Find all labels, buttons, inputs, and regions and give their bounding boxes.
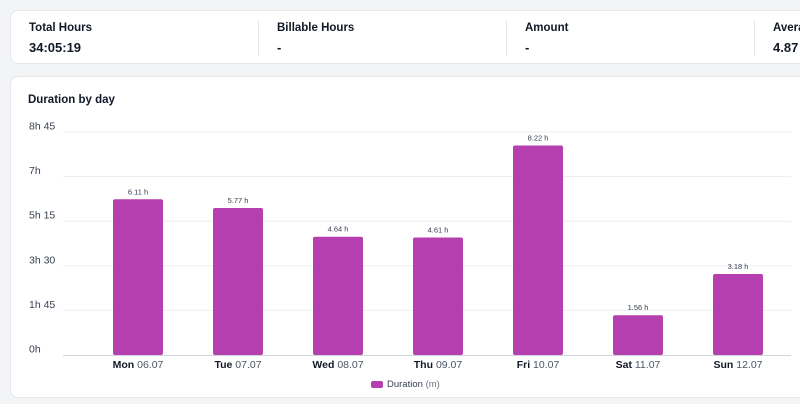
stat-average: Avera 4.87 [755, 11, 800, 63]
x-tick-date: 06.07 [137, 359, 163, 371]
bar [313, 236, 363, 355]
x-tick-label: Mon 06.07 [113, 359, 164, 371]
y-tick-label: 7h [29, 165, 41, 177]
stat-value: 4.87 [773, 40, 799, 55]
bar-value-label: 6.11 h [128, 187, 148, 196]
y-tick-label: 5h 15 [29, 210, 55, 222]
legend-label: Duration [387, 379, 423, 390]
stat-label: Billable Hours [277, 22, 355, 34]
bar-value-label: 5.77 h [228, 196, 249, 205]
stat-value: 34:05:19 [29, 40, 82, 55]
summary-stats-card: Total Hours 34:05:19 Billable Hours - Am… [10, 10, 800, 64]
x-tick-label: Thu 09.07 [414, 359, 463, 371]
stat-value: - [525, 40, 530, 55]
bar-value-label: 4.61 h [428, 226, 449, 235]
stat-divider [754, 20, 755, 56]
bar [213, 207, 263, 355]
bar [513, 145, 563, 355]
x-tick-label: Sat 11.07 [616, 359, 661, 371]
stat-billable-hours: Billable Hours - [259, 11, 507, 63]
stat-label: Amount [525, 22, 569, 34]
stat-divider [506, 20, 507, 56]
x-tick-day: Wed [312, 359, 337, 371]
x-tick-label: Fri 10.07 [517, 359, 560, 371]
stat-value: - [277, 40, 282, 55]
x-tick-date: 09.07 [436, 359, 462, 371]
duration-bar-chart: 0h 1h 45 3h 30 5h 15 7h 8h 45 6.11 h Mon 06.07 5… [29, 121, 791, 371]
legend-swatch [371, 381, 383, 388]
x-tick-day: Fri [517, 359, 533, 371]
bar [613, 315, 663, 355]
x-tick-day: Tue [214, 359, 235, 371]
stat-amount: Amount - [507, 11, 755, 63]
x-tick-label: Sun 12.07 [713, 359, 762, 371]
bar [413, 237, 463, 355]
bar [713, 273, 763, 355]
duration-chart-card: Duration by day 0h 1h 45 3h 30 5h 15 7h 8h 45… [10, 76, 800, 398]
y-tick-label: 0h [29, 344, 41, 356]
legend-unit: (m) [425, 379, 440, 390]
y-tick-label: 8h 45 [29, 121, 55, 133]
y-tick-label: 1h 45 [29, 299, 55, 311]
x-tick-day: Mon [113, 359, 138, 371]
chart-title: Duration by day [28, 94, 115, 106]
x-tick-date: 11.07 [635, 359, 661, 371]
bar-value-label: 3.18 h [728, 262, 749, 271]
x-tick-date: 08.07 [337, 359, 363, 371]
x-tick-day: Sat [616, 359, 635, 371]
stat-label: Avera [773, 22, 800, 34]
x-tick-label: Wed 08.07 [312, 359, 363, 371]
bar-value-label: 1.56 h [628, 303, 649, 312]
x-tick-label: Tue 07.07 [214, 359, 261, 371]
bar [113, 199, 163, 355]
chart-legend[interactable]: Duration (m) [371, 379, 440, 391]
x-tick-date: 12.07 [736, 359, 762, 371]
x-tick-date: 07.07 [235, 359, 261, 371]
x-tick-day: Sun [713, 359, 736, 371]
bar-value-label: 8.22 h [528, 134, 549, 143]
x-tick-date: 10.07 [533, 359, 559, 371]
stat-total-hours: Total Hours 34:05:19 [11, 11, 259, 63]
stat-label: Total Hours [29, 22, 93, 34]
bar-value-label: 4.64 h [328, 225, 349, 234]
stat-divider [258, 20, 259, 56]
y-tick-label: 3h 30 [29, 254, 55, 266]
x-tick-day: Thu [414, 359, 436, 371]
